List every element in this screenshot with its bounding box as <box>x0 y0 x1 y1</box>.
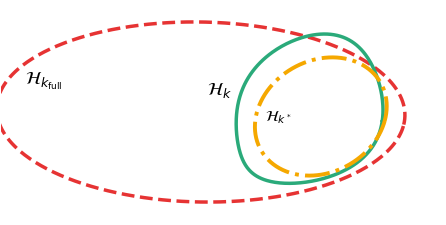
Text: $\mathcal{H}_{k^*}$: $\mathcal{H}_{k^*}$ <box>265 109 292 125</box>
Text: $\mathcal{H}_{k_\mathrm{full}}$: $\mathcal{H}_{k_\mathrm{full}}$ <box>25 71 62 92</box>
Text: $\mathcal{H}_{k}$: $\mathcal{H}_{k}$ <box>207 81 232 100</box>
